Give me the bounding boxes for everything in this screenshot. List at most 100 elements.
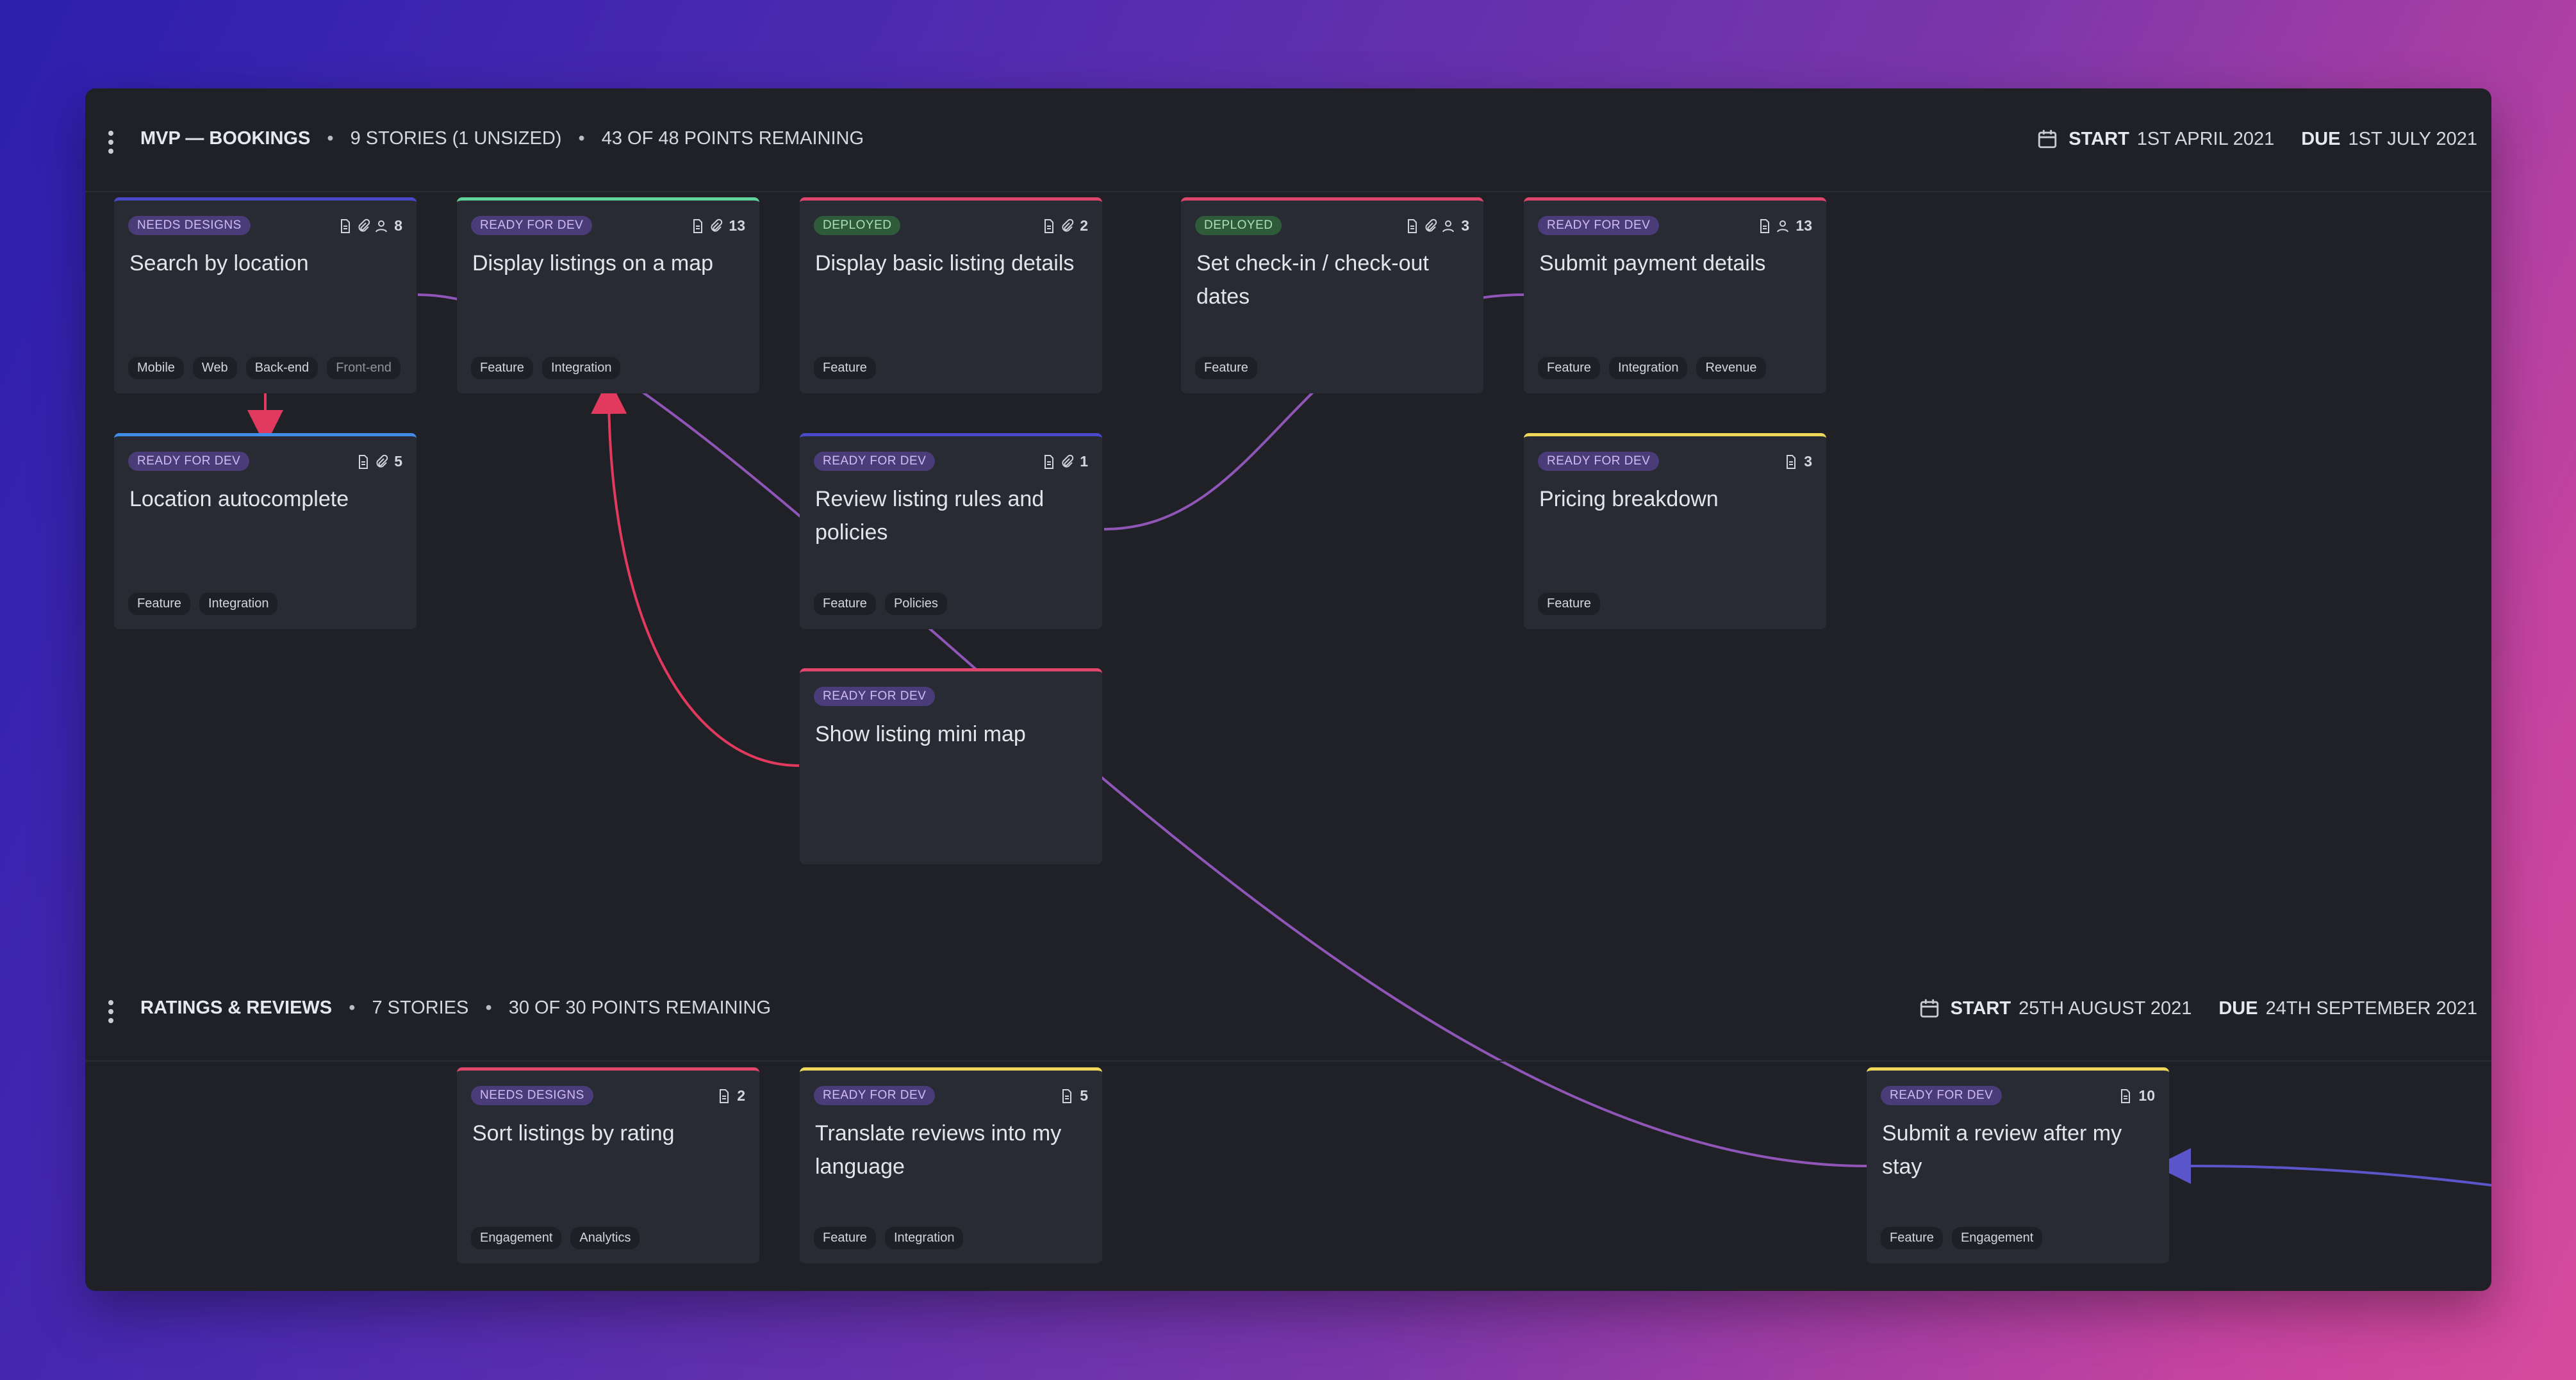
document-icon — [341, 218, 351, 233]
due-date: 1ST JULY 2021 — [2348, 128, 2477, 149]
section-title[interactable]: RATINGS & REVIEWS — [140, 998, 333, 1018]
tag-list: Feature — [814, 357, 885, 379]
tag[interactable]: Feature — [814, 593, 876, 615]
tag[interactable]: Mobile — [128, 357, 184, 379]
tag-list: Feature Integration Revenue — [1538, 357, 1775, 379]
story-card[interactable]: DEPLOYED 3 Set check-in / check-out date… — [1181, 197, 1483, 393]
tag[interactable]: Web — [192, 357, 237, 379]
document-icon — [693, 218, 703, 233]
card-title: Pricing breakdown — [1539, 487, 1719, 511]
due-label: DUE — [2301, 128, 2341, 149]
section-summary: RATINGS & REVIEWS • 7 STORIES • 30 OF 30… — [140, 998, 772, 1018]
card-title: Set check-in / check-out dates — [1196, 251, 1429, 309]
status-badge: READY FOR DEV — [1881, 1086, 2002, 1105]
user-icon — [376, 220, 388, 232]
tag[interactable]: Revenue — [1696, 357, 1766, 379]
paperclip-icon — [376, 454, 388, 468]
tag[interactable]: Engagement — [1951, 1227, 2043, 1249]
card-title: Display listings on a map — [472, 251, 714, 275]
section-dates[interactable]: START 1ST APRIL 2021 DUE 1ST JULY 2021 — [2036, 128, 2477, 150]
tag[interactable]: Back-end — [245, 357, 318, 379]
start-date: 1ST APRIL 2021 — [2136, 128, 2275, 149]
story-count: 9 STORIES (1 UNSIZED) — [350, 128, 562, 149]
tag[interactable]: Feature — [1538, 357, 1600, 379]
tag-list: Mobile Web Back-end Front-end — [128, 357, 409, 379]
story-count: 7 STORIES — [372, 998, 469, 1018]
story-card[interactable]: READY FOR DEV 1 Review listing rules and… — [800, 433, 1102, 629]
calendar-icon — [1920, 999, 1938, 1018]
story-card[interactable]: READY FOR DEV 5 Translate reviews into m… — [800, 1067, 1102, 1263]
tag-list: Feature Integration — [128, 593, 286, 615]
story-card[interactable]: READY FOR DEV 13 Display listings on a m… — [457, 197, 759, 393]
story-points: 5 — [1080, 1087, 1088, 1104]
tag-list: Feature Policies — [814, 593, 956, 615]
card-title: Review listing rules and policies — [815, 487, 1044, 545]
tag[interactable]: Front-end — [327, 357, 400, 379]
story-card[interactable]: READY FOR DEV 5 Location autocomplete Fe… — [114, 433, 417, 629]
card-meta: 2 — [1039, 217, 1088, 234]
tag[interactable]: Integration — [541, 357, 621, 379]
due-date: 24TH SEPTEMBER 2021 — [2265, 998, 2477, 1019]
story-card[interactable]: READY FOR DEV Show listing mini map — [800, 668, 1102, 864]
story-card[interactable]: READY FOR DEV 3 Pricing breakdown Featur… — [1524, 433, 1826, 629]
tag-list: Engagement Analytics — [471, 1227, 648, 1249]
section-header: RATINGS & REVIEWS • 7 STORIES • 30 OF 30… — [85, 958, 2491, 1062]
more-options-icon[interactable] — [108, 131, 115, 158]
paperclip-icon — [358, 218, 370, 232]
tag[interactable]: Feature — [471, 357, 533, 379]
user-icon — [1442, 220, 1455, 232]
tag-list: Feature Integration — [814, 1227, 972, 1249]
card-meta: 1 — [1039, 453, 1088, 470]
document-icon — [1044, 454, 1054, 469]
story-points: 3 — [1804, 453, 1812, 470]
tag[interactable]: Integration — [199, 593, 278, 615]
tag[interactable]: Policies — [884, 593, 947, 615]
document-icon — [2121, 1088, 2131, 1103]
story-points: 2 — [737, 1087, 745, 1104]
document-icon — [720, 1088, 729, 1103]
start-label: START — [2068, 128, 2129, 149]
tag[interactable]: Integration — [884, 1227, 964, 1249]
paperclip-icon — [1062, 218, 1074, 232]
dependency-line[interactable] — [2155, 1147, 2491, 1187]
tag[interactable]: Analytics — [570, 1227, 640, 1249]
story-card[interactable]: READY FOR DEV 13 Submit payment details … — [1524, 197, 1826, 393]
status-badge: NEEDS DESIGNS — [128, 216, 251, 235]
tag[interactable]: Integration — [1608, 357, 1688, 379]
story-card[interactable]: NEEDS DESIGNS 2 Sort listings by rating … — [457, 1067, 759, 1263]
document-icon — [1760, 218, 1770, 233]
story-card[interactable]: NEEDS DESIGNS 8 Search by location Mobil… — [114, 197, 417, 393]
tag-list: Feature Integration — [471, 357, 629, 379]
calendar-icon — [2038, 129, 2057, 149]
paperclip-icon — [1425, 218, 1437, 232]
card-meta: 2 — [714, 1087, 745, 1105]
tag[interactable]: Feature — [1538, 593, 1600, 615]
tag[interactable]: Engagement — [471, 1227, 562, 1249]
card-meta: 8 — [335, 217, 402, 234]
tag[interactable]: Feature — [814, 1227, 876, 1249]
tag[interactable]: Feature — [1195, 357, 1257, 379]
story-card[interactable]: DEPLOYED 2 Display basic listing details… — [800, 197, 1102, 393]
points-remaining: 30 OF 30 POINTS REMAINING — [508, 998, 772, 1018]
dependency-line[interactable] — [591, 378, 800, 767]
tag[interactable]: Feature — [814, 357, 876, 379]
card-meta: 5 — [353, 453, 402, 470]
more-options-icon[interactable] — [108, 1000, 115, 1027]
status-badge: READY FOR DEV — [471, 216, 593, 235]
status-badge: READY FOR DEV — [814, 687, 936, 706]
status-badge: DEPLOYED — [814, 216, 901, 235]
story-card[interactable]: READY FOR DEV 10 Submit a review after m… — [1867, 1067, 2169, 1263]
document-icon — [1062, 1088, 1072, 1103]
tag-list: Feature Engagement — [1881, 1227, 2051, 1249]
section-dates[interactable]: START 25TH AUGUST 2021 DUE 24TH SEPTEMBE… — [1919, 998, 2477, 1019]
section-title[interactable]: MVP — BOOKINGS — [140, 128, 311, 149]
card-meta: 13 — [1754, 217, 1812, 234]
card-title: Location autocomplete — [129, 487, 349, 511]
card-meta: 3 — [1781, 453, 1812, 470]
tag-list: Feature — [1195, 357, 1266, 379]
tag[interactable]: Feature — [128, 593, 190, 615]
paperclip-icon — [711, 218, 723, 232]
tag[interactable]: Feature — [1881, 1227, 1943, 1249]
start-date: 25TH AUGUST 2021 — [2019, 998, 2192, 1019]
card-title: Search by location — [129, 251, 309, 275]
